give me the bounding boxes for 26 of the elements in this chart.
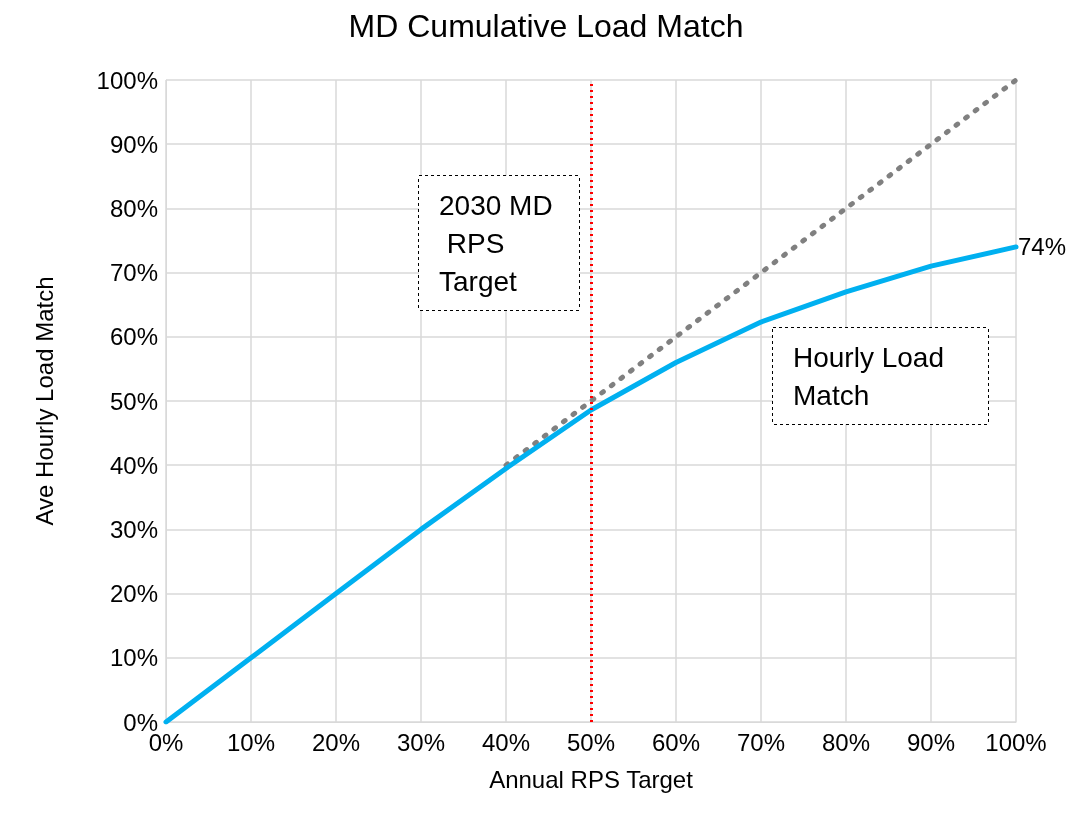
x-tick-label: 40% xyxy=(481,728,531,756)
y-tick-label: 70% xyxy=(109,259,158,287)
x-tick-label: 10% xyxy=(226,728,276,756)
chart-title: MD Cumulative Load Match xyxy=(348,8,744,44)
y-tick-label: 10% xyxy=(109,644,158,672)
y-tick-label: 50% xyxy=(109,387,158,415)
x-axis-title: Annual RPS Target xyxy=(489,765,694,793)
x-tick-label: 60% xyxy=(651,728,701,756)
data-label: 74% xyxy=(1018,233,1067,261)
y-axis-title: Ave Hourly Load Match xyxy=(30,276,58,526)
x-tick-label: 70% xyxy=(736,728,786,756)
y-tick-label: 40% xyxy=(109,451,158,479)
y-tick-label: 30% xyxy=(109,515,158,543)
x-tick-label: 50% xyxy=(566,728,616,756)
x-tick-label: 90% xyxy=(906,728,956,756)
x-tick-label: 20% xyxy=(311,728,361,756)
x-tick-label: 30% xyxy=(396,728,446,756)
y-tick-label: 60% xyxy=(109,323,158,351)
ref-line-label: 2030 MD RPS Target xyxy=(439,189,553,297)
y-tick-label: 90% xyxy=(109,130,158,158)
y-tick-label: 20% xyxy=(109,580,158,608)
y-tick-label: 80% xyxy=(109,194,158,222)
x-tick-label: 100% xyxy=(985,728,1047,756)
series-label: Hourly Load Match xyxy=(793,341,952,411)
y-tick-label: 100% xyxy=(96,66,158,94)
x-tick-label: 80% xyxy=(821,728,871,756)
